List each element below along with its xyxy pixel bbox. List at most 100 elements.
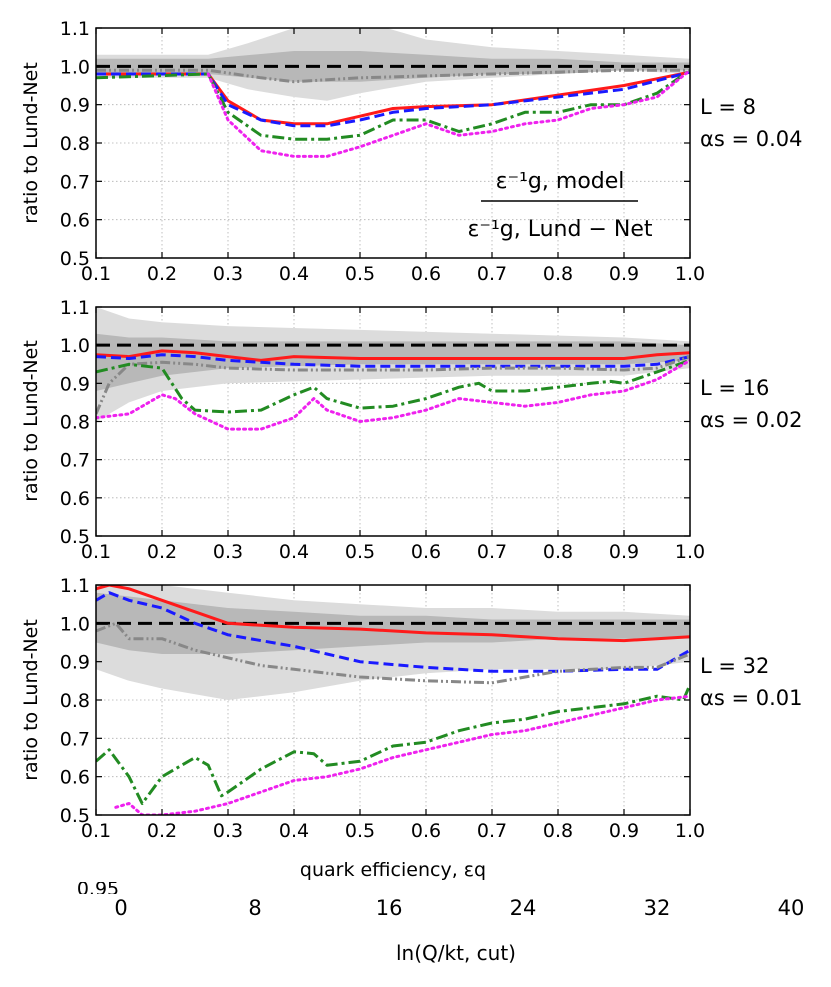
series-line-blue bbox=[96, 353, 690, 368]
panel-middle: 0.1 0.2 0.3 0.4 0.5 0.6 0.7 0.8 0.9 1.0 0.5 0.6 0.7… bbox=[20, 297, 803, 563]
x-tick-label: 0.9 bbox=[609, 541, 639, 563]
series-line-grey bbox=[96, 355, 690, 415]
y-tick-label: 0.5 bbox=[60, 805, 90, 827]
secondary-axis: 0.95 0 8 16 24 32 40 ln(Q/kt, cut) bbox=[77, 878, 805, 965]
x-tick-label: 0.8 bbox=[543, 820, 573, 842]
param-label-L: L = 32 bbox=[700, 654, 769, 678]
x-tick-label: 0.7 bbox=[477, 820, 507, 842]
y-tick-label: 1.1 bbox=[60, 297, 90, 319]
x-axis-label: quark efficiency, εq bbox=[300, 859, 486, 881]
y-tick-label: 0.7 bbox=[60, 728, 90, 750]
y-tick-label: 0.8 bbox=[60, 690, 90, 712]
secondary-tick-label: 0 bbox=[114, 896, 127, 920]
x-tick-label: 0.2 bbox=[147, 820, 177, 842]
y-axis-label: ratio to Lund-Net bbox=[20, 62, 42, 224]
x-tick-label: 0.5 bbox=[345, 820, 375, 842]
x-tick-label: 0.2 bbox=[147, 263, 177, 285]
x-tick-label: 0.3 bbox=[213, 541, 243, 563]
x-tick-label: 0.4 bbox=[279, 263, 309, 285]
y-tick-labels: 0.5 0.6 0.7 0.8 0.9 1.0 1.1 bbox=[60, 297, 90, 548]
clipped-tick-label: 0.95 bbox=[77, 878, 119, 900]
x-tick-label: 0.1 bbox=[81, 820, 111, 842]
secondary-tick-label: 40 bbox=[778, 896, 805, 920]
series-line-green bbox=[96, 68, 690, 141]
x-tick-label: 0.9 bbox=[609, 820, 639, 842]
x-tick-label: 0.5 bbox=[345, 541, 375, 563]
y-tick-label: 0.9 bbox=[60, 652, 90, 674]
y-axis-label: ratio to Lund-Net bbox=[20, 619, 42, 781]
x-tick-labels: 0.1 0.2 0.3 0.4 0.5 0.6 0.7 0.8 0.9 1.0 bbox=[81, 820, 705, 842]
x-tick-label: 0.7 bbox=[477, 541, 507, 563]
param-label-alpha: αs = 0.02 bbox=[700, 408, 803, 432]
series-line-green bbox=[96, 684, 690, 805]
series-line-grey bbox=[96, 68, 690, 84]
x-tick-label: 0.4 bbox=[279, 820, 309, 842]
ratio-denominator: ε⁻¹g, Lund − Net bbox=[467, 217, 652, 242]
secondary-axis-label: ln(Q/kt, cut) bbox=[396, 941, 516, 965]
x-tick-label: 0.3 bbox=[213, 263, 243, 285]
panel-top: 0.1 0.2 0.3 0.4 0.5 0.6 0.7 0.8 0.9 1.0 0.5 0.6 0.7… bbox=[20, 18, 803, 285]
x-tick-labels: 0.1 0.2 0.3 0.4 0.5 0.6 0.7 0.8 0.9 1.0 bbox=[81, 541, 705, 563]
y-tick-label: 1.0 bbox=[60, 613, 90, 635]
x-tick-label: 1.0 bbox=[675, 263, 705, 285]
y-tick-label: 1.1 bbox=[60, 18, 90, 40]
y-tick-label: 0.9 bbox=[60, 95, 90, 117]
y-tick-label: 0.9 bbox=[60, 373, 90, 395]
x-tick-label: 0.6 bbox=[411, 541, 441, 563]
x-tick-label: 0.9 bbox=[609, 263, 639, 285]
x-tick-labels: 0.1 0.2 0.3 0.4 0.5 0.6 0.7 0.8 0.9 1.0 bbox=[81, 263, 705, 285]
y-tick-label: 0.5 bbox=[60, 248, 90, 270]
secondary-tick-label: 32 bbox=[644, 896, 671, 920]
series-line-magenta bbox=[206, 68, 690, 158]
y-tick-label: 0.8 bbox=[60, 133, 90, 155]
tick-marks bbox=[95, 584, 691, 816]
x-tick-label: 0.3 bbox=[213, 820, 243, 842]
tick-marks bbox=[95, 27, 691, 259]
tick-marks bbox=[95, 306, 691, 537]
series-line-red bbox=[96, 585, 690, 643]
series-line-magenta bbox=[114, 694, 690, 815]
series-line-magenta bbox=[96, 358, 690, 431]
y-tick-labels: 0.5 0.6 0.7 0.8 0.9 1.0 1.1 bbox=[60, 575, 90, 827]
x-tick-label: 0.4 bbox=[279, 541, 309, 563]
series-line-grey bbox=[96, 621, 690, 685]
y-tick-label: 0.8 bbox=[60, 412, 90, 434]
y-tick-label: 0.5 bbox=[60, 526, 90, 548]
x-tick-label: 0.8 bbox=[543, 541, 573, 563]
x-tick-label: 0.1 bbox=[81, 541, 111, 563]
series-group bbox=[96, 349, 690, 431]
x-tick-label: 0.6 bbox=[411, 263, 441, 285]
param-label-alpha: αs = 0.04 bbox=[700, 127, 803, 151]
x-tick-label: 0.6 bbox=[411, 820, 441, 842]
y-tick-label: 0.6 bbox=[60, 488, 90, 510]
y-tick-labels: 0.5 0.6 0.7 0.8 0.9 1.0 1.1 bbox=[60, 18, 90, 270]
y-tick-label: 1.1 bbox=[60, 575, 90, 597]
x-tick-label: 0.7 bbox=[477, 263, 507, 285]
y-tick-label: 1.0 bbox=[60, 56, 90, 78]
uncertainty-band-inner bbox=[96, 333, 690, 391]
ratio-numerator: ε⁻¹g, model bbox=[496, 169, 625, 194]
y-tick-label: 0.7 bbox=[60, 171, 90, 193]
series-line-green bbox=[96, 358, 690, 414]
series-group bbox=[96, 68, 690, 158]
secondary-tick-label: 8 bbox=[248, 896, 261, 920]
series-line-blue bbox=[96, 591, 690, 673]
x-tick-label: 0.2 bbox=[147, 541, 177, 563]
y-tick-label: 0.7 bbox=[60, 450, 90, 472]
panel-bottom: 0.1 0.2 0.3 0.4 0.5 0.6 0.7 0.8 0.9 1.0 0.5 0.6 0.7… bbox=[20, 575, 803, 881]
y-tick-label: 0.6 bbox=[60, 767, 90, 789]
x-tick-label: 0.5 bbox=[345, 263, 375, 285]
param-label-L: L = 8 bbox=[700, 95, 756, 119]
y-tick-label: 1.0 bbox=[60, 335, 90, 357]
secondary-tick-label: 16 bbox=[376, 896, 403, 920]
x-tick-label: 0.8 bbox=[543, 263, 573, 285]
secondary-tick-label: 24 bbox=[510, 896, 537, 920]
y-tick-label: 0.6 bbox=[60, 210, 90, 232]
series-line-red bbox=[96, 70, 690, 126]
secondary-tick-labels: 0 8 16 24 32 40 bbox=[114, 896, 804, 920]
series-line-red bbox=[96, 349, 690, 362]
x-tick-label: 0.1 bbox=[81, 263, 111, 285]
y-axis-label: ratio to Lund-Net bbox=[20, 340, 42, 502]
series-line-blue bbox=[96, 70, 690, 128]
